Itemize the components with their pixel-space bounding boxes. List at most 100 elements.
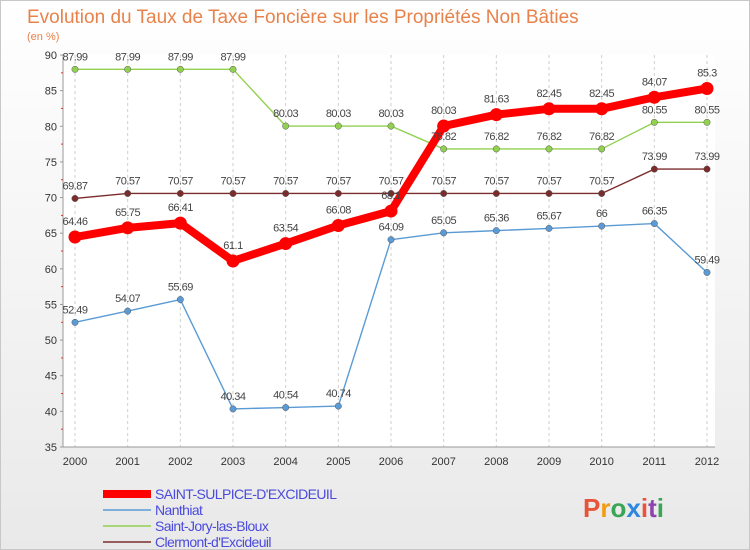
data-point [545,145,553,153]
data-label: 55.69 [168,282,193,294]
legend-label-3: Clermont-d'Excideuil [155,534,271,549]
data-point [492,190,500,197]
data-label: 85.3 [697,67,717,79]
data-point [598,222,606,230]
x-tick-label: 2006 [379,456,403,468]
data-point [595,102,609,116]
data-label: 87.99 [168,51,193,63]
proxiti-logo: Proxiti [583,493,664,523]
y-tick-label: 55 [45,299,57,311]
logo-letter: x [626,493,641,523]
data-label: 87.99 [62,51,87,63]
data-point [647,90,661,104]
data-label: 70.57 [536,175,561,187]
data-point [334,190,342,197]
data-point [176,190,184,197]
data-point [387,122,395,130]
data-label: 65.75 [115,207,140,219]
x-tick-label: 2004 [273,456,297,468]
data-point [282,190,290,197]
data-label: 70.57 [484,175,509,187]
data-point [121,221,135,235]
data-label: 76.82 [536,131,561,143]
data-point [598,145,606,153]
logo-letter: i [641,493,648,523]
data-label: 54.07 [115,293,140,305]
data-label: 84.07 [642,76,667,88]
data-point [226,254,240,268]
logo-wordmark: Proxiti [583,493,664,523]
chart-title: Evolution du Taux de Taxe Foncière sur l… [27,7,579,28]
data-label: 66.41 [168,202,193,214]
plot-area [63,55,715,447]
y-tick-label: 45 [45,371,57,383]
data-point [124,190,132,197]
data-label: 76.82 [589,131,614,143]
data-label: 64.46 [62,216,87,228]
grid [63,55,715,447]
data-point [282,122,290,130]
data-point [650,118,658,126]
data-label: 40.54 [273,390,298,402]
x-tick-label: 2003 [221,456,245,468]
data-label: 66 [596,208,608,220]
data-point [71,318,79,326]
x-tick-label: 2002 [168,456,192,468]
data-labels: 64.46 65.75 66.41 61.1 63.54 66.08 68.1 80.03 81… [62,51,720,403]
x-tick-label: 2008 [484,456,508,468]
data-point [545,224,553,232]
data-point [229,65,237,73]
legend-label-2: Saint-Jory-las-Bloux [155,518,269,534]
y-tick-label: 40 [45,406,57,418]
data-point [229,405,237,413]
data-point [387,236,395,244]
data-point [437,119,451,133]
data-label: 66.08 [326,204,351,216]
data-point [700,81,714,95]
data-label: 52.49 [62,304,87,316]
logo-letter: o [610,493,626,523]
data-point [703,165,711,173]
data-label: 65.36 [484,213,509,225]
data-point [545,190,553,197]
data-point [71,65,79,73]
data-label: 70.57 [589,175,614,187]
chart-subtitle: (en %) [27,31,59,43]
data-label: 87.99 [115,51,140,63]
data-label: 70.57 [168,175,193,187]
data-point [331,218,345,232]
data-point [650,165,658,173]
data-point [279,237,293,251]
data-point [282,404,290,411]
data-label: 70.57 [220,175,245,187]
data-label: 70.57 [326,175,351,187]
data-point [71,195,79,202]
logo-letter: i [657,493,664,523]
data-label: 63.54 [273,223,298,235]
series-group [68,65,714,413]
x-tick-label: 2000 [63,456,87,468]
logo-letter: t [648,493,657,523]
data-point [703,269,711,276]
data-label: 80.03 [378,108,403,120]
data-point [440,145,448,153]
data-point [176,296,184,303]
data-label: 81.63 [484,94,509,106]
data-label: 73.99 [642,151,667,163]
logo-letter: r [600,493,610,523]
data-label: 70.57 [273,175,298,187]
data-label: 87.99 [220,51,245,63]
data-point [598,190,606,197]
x-tick-label: 2005 [326,456,350,468]
data-point [440,229,448,237]
data-label: 76.82 [484,131,509,143]
x-tick-label: 2011 [643,456,667,468]
data-label: 40.74 [326,388,351,400]
y-tick-label: 75 [45,157,57,169]
legend-label-1: Nanthiat [155,502,203,518]
data-label: 65.05 [431,215,456,227]
y-tick-label: 70 [45,193,57,205]
data-label: 69.87 [62,180,87,192]
data-point [176,65,184,73]
data-label: 64.09 [378,222,403,234]
